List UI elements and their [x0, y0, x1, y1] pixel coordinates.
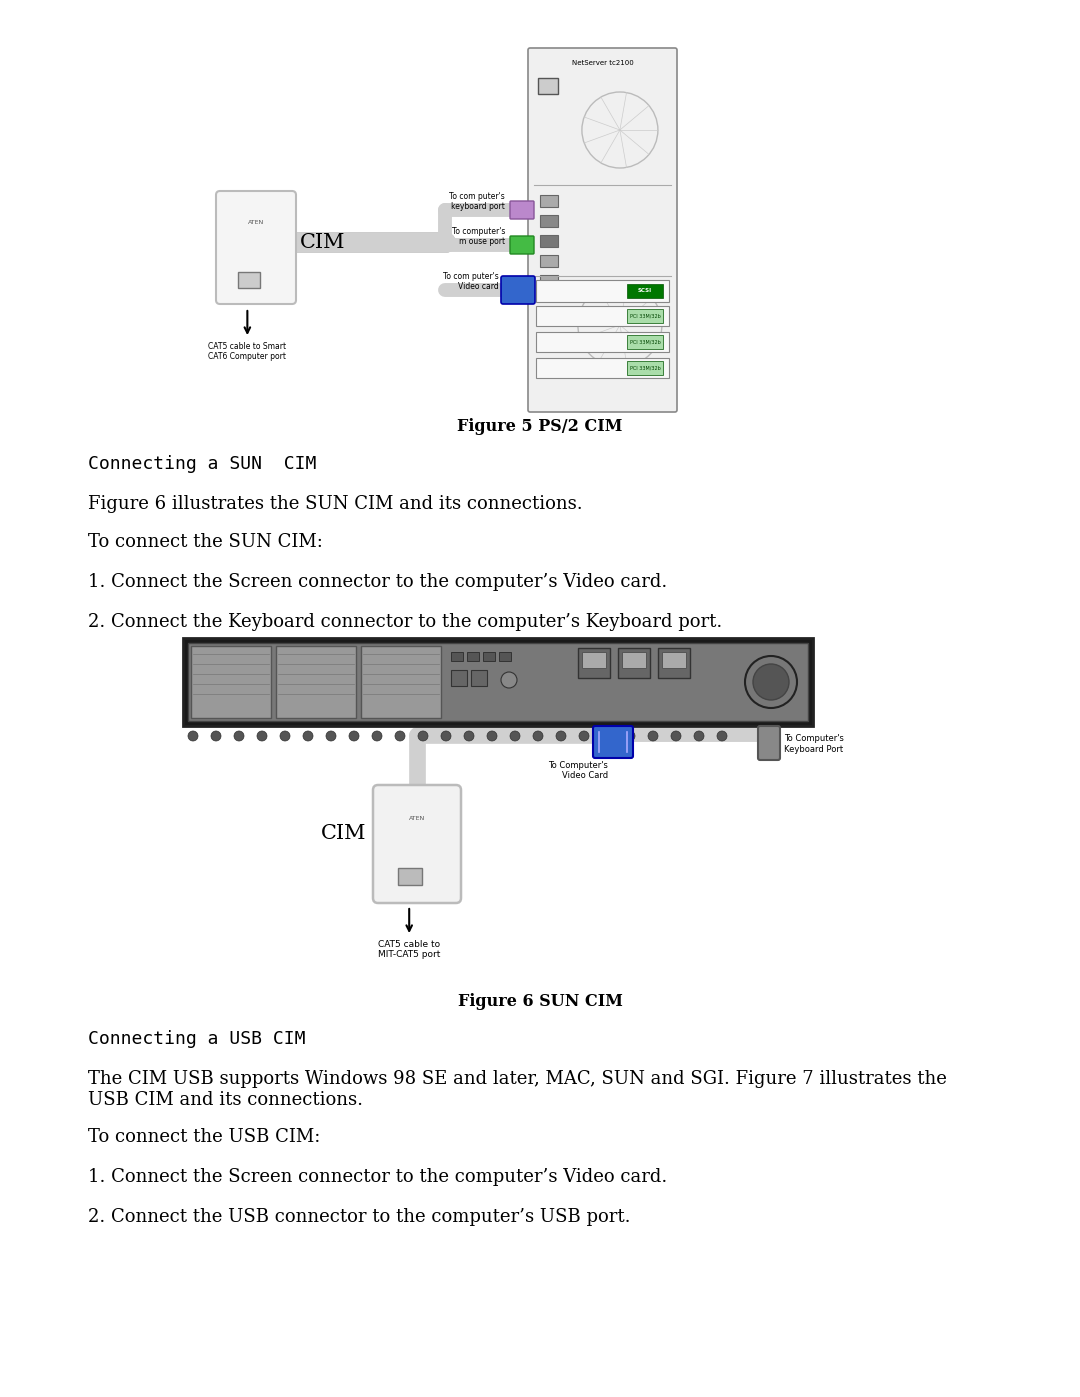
Text: The CIM USB supports Windows 98 SE and later, MAC, SUN and SGI. Figure 7 illustr: The CIM USB supports Windows 98 SE and l…: [87, 1070, 947, 1109]
Bar: [627, 335, 663, 349]
Text: PCI 33M/32b: PCI 33M/32b: [630, 313, 660, 319]
Bar: [536, 306, 669, 326]
Circle shape: [303, 731, 313, 740]
Bar: [540, 256, 558, 267]
Bar: [618, 648, 650, 678]
Text: To com puter's
keyboard port: To com puter's keyboard port: [449, 191, 505, 211]
Circle shape: [745, 657, 797, 708]
FancyBboxPatch shape: [528, 47, 677, 412]
Text: CAT5 cable to Smart
CAT6 Computer port: CAT5 cable to Smart CAT6 Computer port: [208, 342, 286, 362]
Bar: [627, 284, 663, 298]
Text: To connect the USB CIM:: To connect the USB CIM:: [87, 1127, 321, 1146]
Text: Figure 5 PS/2 CIM: Figure 5 PS/2 CIM: [457, 418, 623, 434]
Text: To connect the SUN CIM:: To connect the SUN CIM:: [87, 534, 323, 550]
FancyBboxPatch shape: [593, 726, 633, 759]
Text: 2. Connect the Keyboard connector to the computer’s Keyboard port.: 2. Connect the Keyboard connector to the…: [87, 613, 723, 631]
Bar: [540, 275, 558, 286]
Bar: [276, 645, 356, 718]
Text: To com puter's
Video card: To com puter's Video card: [443, 272, 499, 292]
Circle shape: [556, 731, 566, 740]
Bar: [578, 648, 610, 678]
Circle shape: [648, 731, 658, 740]
Bar: [662, 652, 686, 668]
Bar: [540, 215, 558, 226]
Circle shape: [510, 731, 519, 740]
Circle shape: [441, 731, 451, 740]
Circle shape: [753, 664, 789, 700]
Bar: [540, 235, 558, 247]
Bar: [361, 645, 441, 718]
Text: PCI 33M/32b: PCI 33M/32b: [630, 366, 660, 370]
Circle shape: [326, 731, 336, 740]
Circle shape: [501, 672, 517, 687]
Bar: [627, 309, 663, 323]
Circle shape: [418, 731, 428, 740]
FancyBboxPatch shape: [373, 785, 461, 902]
Bar: [538, 78, 558, 94]
Text: NetServer tc2100: NetServer tc2100: [571, 60, 633, 66]
Bar: [467, 652, 480, 661]
Bar: [471, 671, 487, 686]
Bar: [451, 671, 467, 686]
Text: To Computer's
Video Card: To Computer's Video Card: [549, 761, 608, 781]
Bar: [183, 638, 813, 726]
Text: To Computer's
Keyboard Port: To Computer's Keyboard Port: [784, 735, 843, 754]
Circle shape: [602, 731, 612, 740]
Bar: [540, 196, 558, 207]
Circle shape: [372, 731, 382, 740]
Bar: [582, 652, 606, 668]
Circle shape: [349, 731, 359, 740]
Text: To computer's
m ouse port: To computer's m ouse port: [451, 226, 505, 246]
Text: ATEN: ATEN: [409, 816, 426, 820]
Text: Figure 6 SUN CIM: Figure 6 SUN CIM: [458, 993, 622, 1010]
Circle shape: [211, 731, 221, 740]
Circle shape: [234, 731, 244, 740]
FancyBboxPatch shape: [216, 191, 296, 305]
Circle shape: [188, 731, 198, 740]
Bar: [238, 272, 260, 288]
Bar: [188, 643, 808, 721]
Text: 1. Connect the Screen connector to the computer’s Video card.: 1. Connect the Screen connector to the c…: [87, 573, 667, 591]
Text: CIM: CIM: [321, 824, 366, 842]
Circle shape: [280, 731, 291, 740]
Bar: [536, 279, 669, 302]
FancyBboxPatch shape: [510, 201, 534, 219]
Circle shape: [671, 731, 681, 740]
Circle shape: [257, 731, 267, 740]
Circle shape: [464, 731, 474, 740]
Text: 1. Connect the Screen connector to the computer’s Video card.: 1. Connect the Screen connector to the c…: [87, 1168, 667, 1186]
Text: ATEN: ATEN: [248, 221, 265, 225]
Text: Connecting a SUN  CIM: Connecting a SUN CIM: [87, 455, 316, 474]
FancyBboxPatch shape: [510, 236, 534, 254]
Bar: [499, 652, 511, 661]
Circle shape: [717, 731, 727, 740]
Bar: [451, 652, 463, 661]
Bar: [536, 332, 669, 352]
Circle shape: [534, 731, 543, 740]
Text: PCI 33M/32b: PCI 33M/32b: [630, 339, 660, 345]
Text: Figure 6 illustrates the SUN CIM and its connections.: Figure 6 illustrates the SUN CIM and its…: [87, 495, 582, 513]
Circle shape: [487, 731, 497, 740]
Bar: [536, 358, 669, 379]
Circle shape: [694, 731, 704, 740]
Bar: [483, 652, 495, 661]
Bar: [622, 652, 646, 668]
Circle shape: [579, 731, 589, 740]
Bar: [397, 868, 421, 886]
FancyBboxPatch shape: [501, 277, 535, 305]
FancyBboxPatch shape: [758, 726, 780, 760]
Text: 2. Connect the USB connector to the computer’s USB port.: 2. Connect the USB connector to the comp…: [87, 1208, 631, 1227]
Bar: [658, 648, 690, 678]
Bar: [627, 360, 663, 374]
Text: CIM: CIM: [300, 233, 346, 251]
Text: Connecting a USB CIM: Connecting a USB CIM: [87, 1030, 306, 1048]
Circle shape: [625, 731, 635, 740]
Text: CAT5 cable to
MIT-CAT5 port: CAT5 cable to MIT-CAT5 port: [378, 940, 441, 960]
Circle shape: [395, 731, 405, 740]
Text: SCSI: SCSI: [638, 289, 652, 293]
Bar: [191, 645, 271, 718]
